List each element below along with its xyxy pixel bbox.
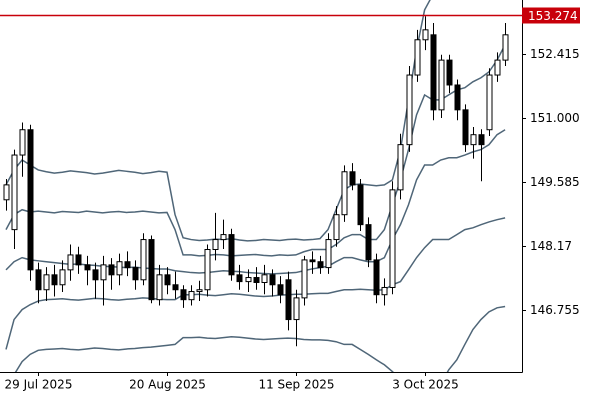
candle-body (301, 259, 308, 299)
candle-body (317, 261, 324, 269)
candle-body (285, 279, 292, 321)
candle-body (132, 267, 139, 281)
y-tick-label: 149.585 (530, 175, 580, 189)
x-tick-label: 20 Aug 2025 (129, 378, 206, 392)
candle-body (196, 289, 203, 293)
candle-body (325, 239, 332, 269)
candle-body (156, 274, 163, 301)
candle-body (108, 264, 115, 276)
candle-body (11, 154, 18, 231)
candle-body (253, 277, 260, 284)
candle-body (478, 134, 485, 146)
candle-body (462, 109, 469, 146)
candle-body (140, 239, 147, 281)
candle-body (357, 184, 364, 226)
candle-body (502, 34, 509, 61)
candle-body (381, 286, 388, 296)
y-tick-label: 151.000 (530, 111, 580, 125)
candle-body (92, 269, 99, 281)
candle-body (220, 234, 227, 241)
candle-body (35, 269, 42, 291)
candle-body (228, 234, 235, 276)
candle-body (27, 129, 34, 271)
candle-body (180, 289, 187, 301)
candle-body (261, 274, 268, 284)
candle-body (236, 274, 243, 283)
candle-body (389, 189, 396, 288)
candle-body (51, 274, 58, 286)
candle-body (430, 34, 437, 111)
price-label: 153.274 (528, 9, 578, 23)
candle-body (75, 254, 82, 266)
price-label-box (522, 7, 580, 24)
band-line (5, 44, 506, 257)
candle-body (59, 269, 66, 286)
candle-body (43, 274, 50, 291)
candle-body (204, 249, 211, 291)
candle-body (84, 264, 91, 271)
band-line (14, 305, 506, 372)
candle-body (172, 284, 179, 291)
candle-body (124, 261, 131, 269)
candle-body (116, 261, 123, 276)
candle-body (309, 259, 316, 263)
x-tick-label: 11 Sep 2025 (258, 378, 334, 392)
candle-body (19, 129, 26, 156)
candle-body (365, 224, 372, 261)
plot-area (3, 0, 509, 372)
candle-body (494, 59, 501, 76)
band-line (5, 217, 506, 350)
candle-body (438, 59, 445, 111)
candle-body (188, 291, 195, 301)
candle-body (341, 171, 348, 216)
candle-body (414, 39, 421, 76)
y-tick-label: 148.17 (530, 239, 572, 253)
candle-body (148, 239, 155, 301)
candle-body (470, 134, 477, 146)
candle-body (373, 259, 380, 296)
candle-body (446, 59, 453, 86)
candle-body (333, 214, 340, 241)
candle-body (486, 74, 493, 131)
candle-body (212, 239, 219, 251)
candle-body (454, 84, 461, 111)
x-tick-label: 29 Jul 2025 (5, 378, 73, 392)
candle-body (397, 144, 404, 191)
candle-body (293, 297, 300, 321)
candle-body (100, 264, 107, 281)
band-line (5, 0, 431, 242)
candle-body (406, 74, 413, 146)
y-tick-label: 146.755 (530, 303, 580, 317)
candle-body (164, 274, 171, 286)
candle-body (3, 184, 10, 201)
x-tick-label: 3 Oct 2025 (392, 378, 459, 392)
candle-body (245, 277, 252, 283)
candle-body (67, 254, 74, 271)
candle-body (269, 274, 276, 286)
candle-body (422, 29, 429, 41)
candle-body (277, 284, 284, 296)
y-tick-label: 152.415 (530, 47, 580, 61)
candle-body (349, 171, 356, 186)
